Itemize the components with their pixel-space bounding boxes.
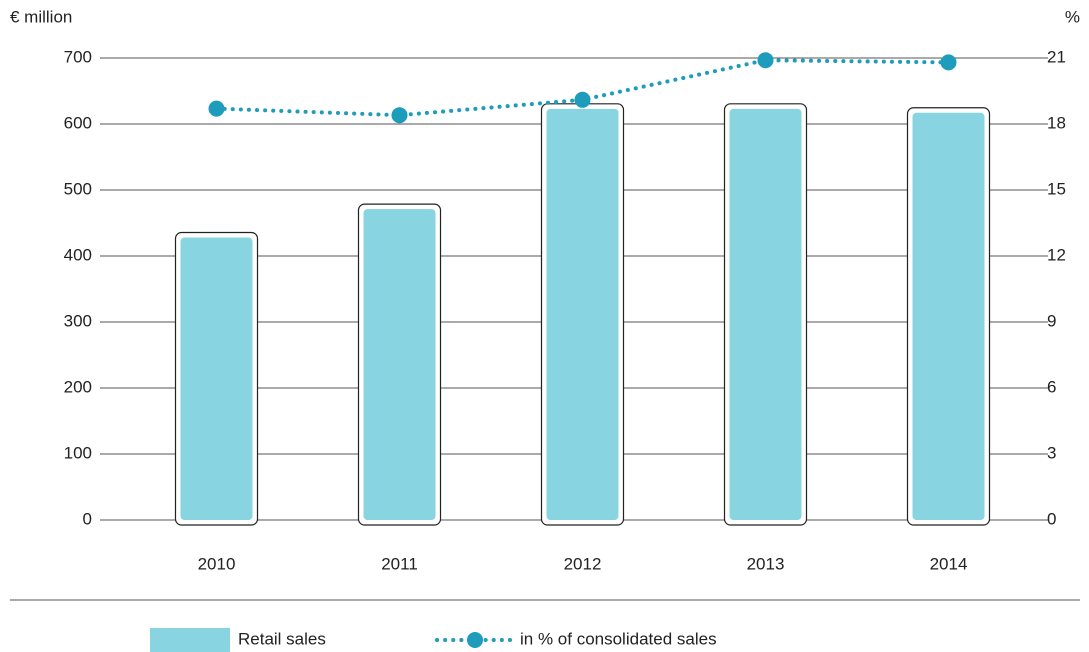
y2-tick-label: 21 [1047,47,1066,66]
y-tick-label: 500 [64,179,92,198]
bar [180,237,253,520]
bar [912,112,985,520]
y-tick-label: 100 [64,443,92,462]
y-tick-label: 200 [64,377,92,396]
bar [546,108,619,520]
line-marker [391,107,408,124]
y-tick-label: 0 [83,509,92,528]
legend-label: Retail sales [238,629,326,648]
y2-tick-label: 6 [1047,377,1056,396]
y-tick-label: 300 [64,311,92,330]
line [214,58,951,118]
y-tick-label: 400 [64,245,92,264]
line-marker [208,100,225,117]
y-axis-label: € million [10,7,72,26]
y2-tick-label: 0 [1047,509,1056,528]
y-tick-label: 600 [64,113,92,132]
bar [363,209,436,520]
legend-label: in % of consolidated sales [520,629,717,648]
legend-marker [467,632,483,648]
x-tick-label: 2012 [564,554,602,573]
y2-tick-label: 12 [1047,245,1066,264]
line-marker [757,52,774,69]
x-tick-label: 2011 [381,554,418,573]
line-marker [940,54,957,71]
x-tick-label: 2013 [747,554,785,573]
y2-tick-label: 9 [1047,311,1056,330]
y2-axis-label: % [1065,7,1080,26]
x-tick-label: 2010 [198,554,236,573]
y-tick-label: 700 [64,47,92,66]
y2-tick-label: 18 [1047,113,1066,132]
x-tick-label: 2014 [930,554,968,573]
y2-tick-label: 3 [1047,443,1056,462]
line-marker [574,91,591,108]
y2-tick-label: 15 [1047,179,1066,198]
legend-swatch [150,628,230,652]
bar [729,108,802,520]
